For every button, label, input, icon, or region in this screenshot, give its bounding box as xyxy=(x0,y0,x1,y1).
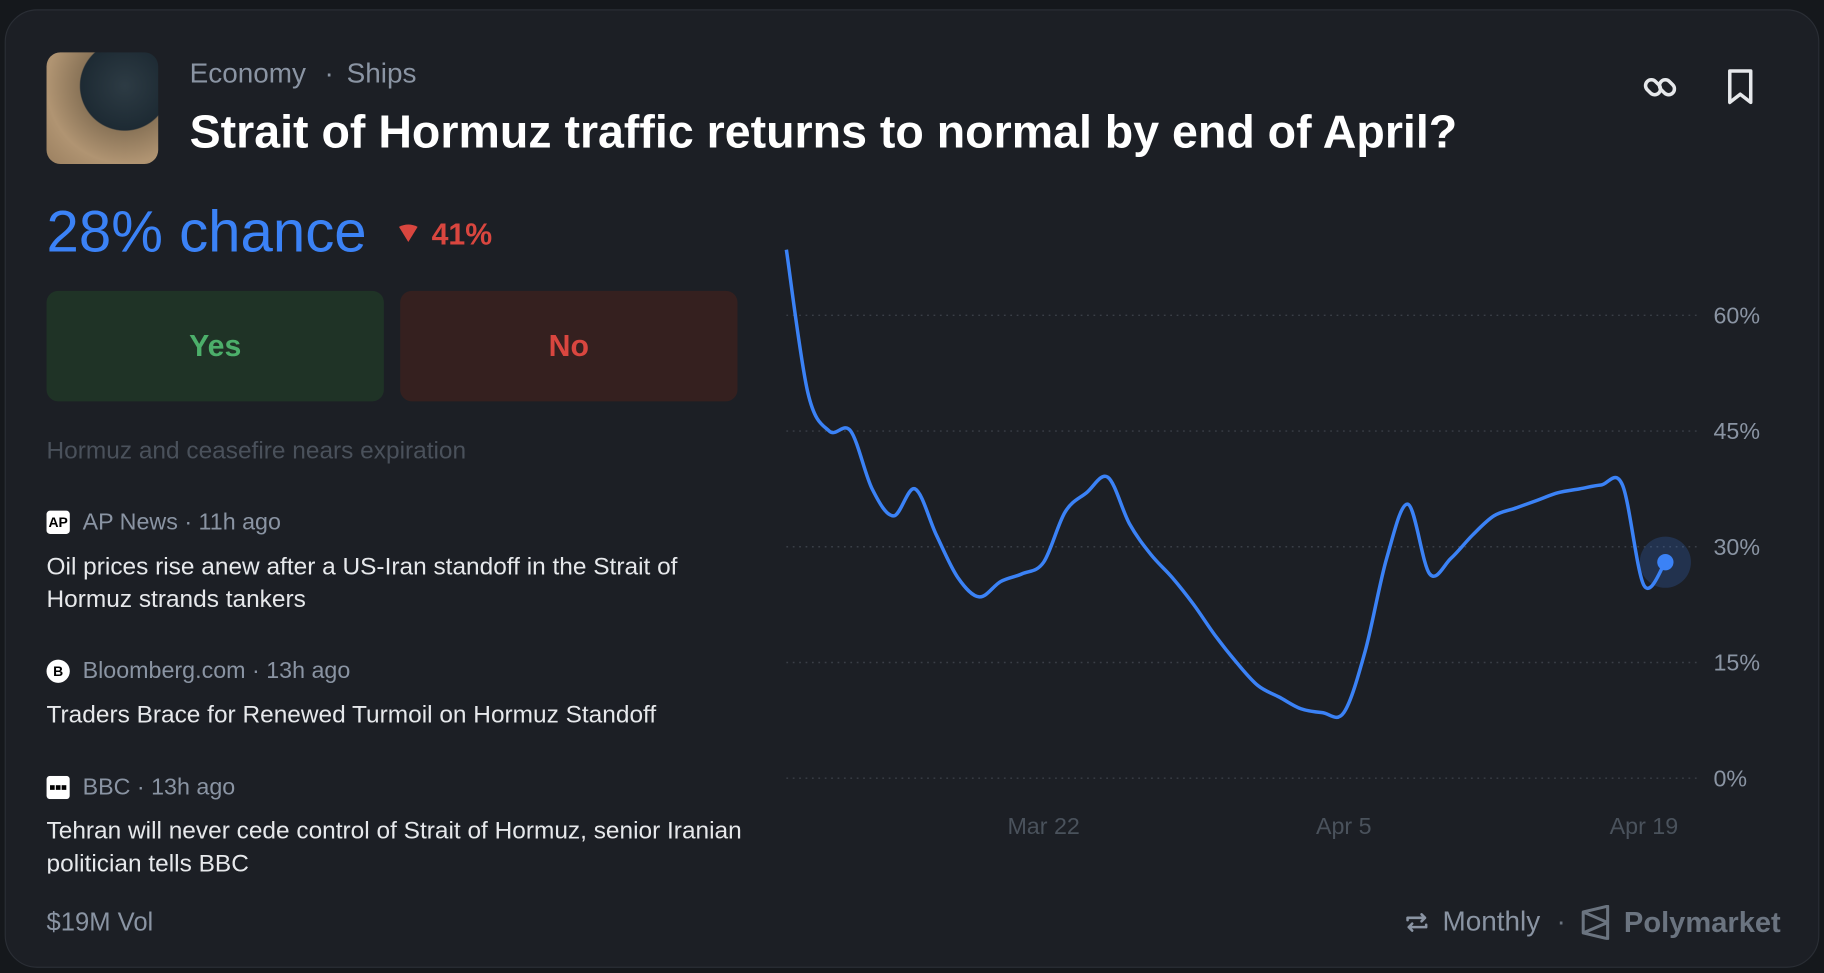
no-button[interactable]: No xyxy=(400,290,738,402)
separator: · xyxy=(1556,906,1566,938)
news-time: 11h ago xyxy=(198,509,281,536)
x-tick-label: Mar 22 xyxy=(1007,813,1079,839)
news-headline[interactable]: Traders Brace for Renewed Turmoil on Hor… xyxy=(46,701,657,729)
news-source: Bloomberg.com · 13h ago xyxy=(82,658,351,685)
down-arrow xyxy=(399,224,418,242)
source-name: Bloomberg.com xyxy=(82,658,246,685)
separator: · xyxy=(324,58,334,90)
news-source: AP News · 11h ago xyxy=(82,509,281,536)
y-tick-label: 45% xyxy=(1713,418,1760,444)
y-tick-label: 30% xyxy=(1713,534,1760,560)
interval-icon[interactable] xyxy=(1403,909,1431,937)
source-logo: AP xyxy=(46,510,70,534)
current-point xyxy=(1657,554,1674,571)
market-title: Strait of Hormuz traffic returns to norm… xyxy=(189,107,1458,159)
y-tick-label: 60% xyxy=(1713,302,1760,328)
probability: 28% chance xyxy=(46,198,367,265)
y-tick-label: 0% xyxy=(1713,765,1747,791)
brand-logo xyxy=(1581,905,1610,940)
bookmark-icon[interactable] xyxy=(1724,67,1757,107)
link-icon[interactable] xyxy=(1640,67,1680,107)
source-logo: B xyxy=(46,659,70,683)
interval[interactable]: Monthly xyxy=(1442,906,1541,938)
news-source: BBC · 13h ago xyxy=(82,774,236,801)
news-headline[interactable]: Oil prices rise anew after a US-Iran sta… xyxy=(46,553,678,614)
yes-button[interactable]: Yes xyxy=(46,290,384,402)
probability-change: 41% xyxy=(431,216,493,252)
price-line xyxy=(784,249,1667,720)
volume: $19M Vol xyxy=(46,907,154,937)
x-tick-label: Apr 19 xyxy=(1610,813,1679,839)
category[interactable]: Economy xyxy=(189,58,306,90)
news-headline[interactable]: Tehran will never cede control of Strait… xyxy=(46,817,742,874)
faded-headline: Hormuz and ceasefire nears expiration xyxy=(46,437,467,465)
source-name: AP News xyxy=(82,509,178,536)
subcategory[interactable]: Ships xyxy=(346,58,417,90)
brand: Polymarket xyxy=(1623,906,1781,939)
source-logo xyxy=(46,775,70,800)
y-tick-label: 15% xyxy=(1713,650,1760,676)
source-name: BBC xyxy=(82,774,131,801)
market-thumbnail[interactable] xyxy=(46,52,159,165)
news-time: 13h ago xyxy=(266,658,351,685)
x-tick-label: Apr 5 xyxy=(1316,813,1372,839)
news-time: 13h ago xyxy=(151,774,236,801)
